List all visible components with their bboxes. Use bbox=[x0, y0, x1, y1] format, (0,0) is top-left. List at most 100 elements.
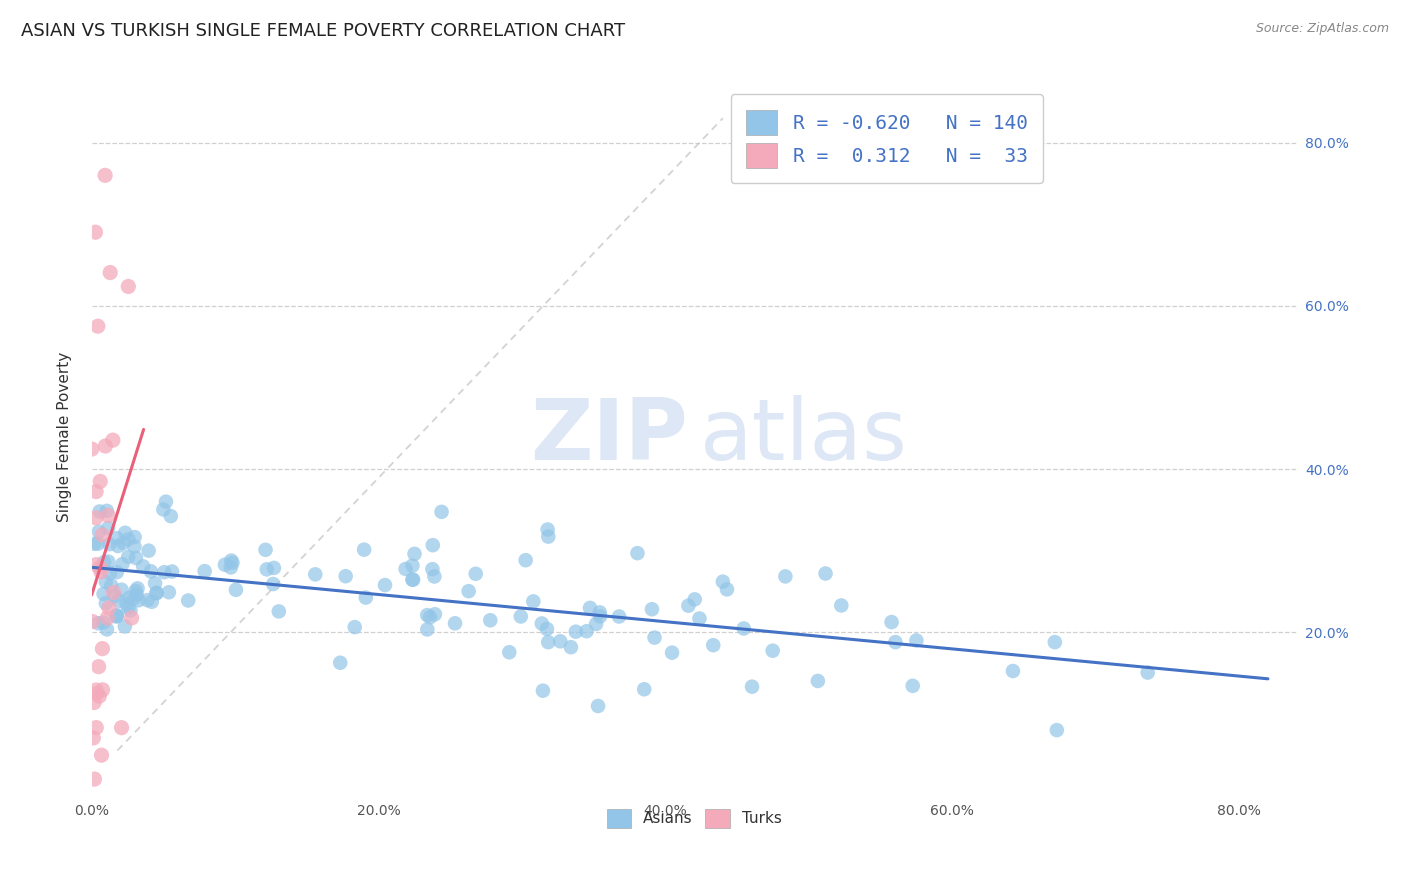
Point bbox=[128, 593, 150, 607]
Point bbox=[160, 565, 183, 579]
Point bbox=[124, 530, 146, 544]
Point bbox=[94, 574, 117, 589]
Point bbox=[110, 582, 132, 597]
Text: Source: ZipAtlas.com: Source: ZipAtlas.com bbox=[1256, 22, 1389, 36]
Point bbox=[422, 562, 444, 576]
Point bbox=[97, 555, 120, 569]
Point bbox=[374, 578, 396, 592]
Point bbox=[87, 319, 110, 334]
Point bbox=[536, 622, 558, 636]
Point bbox=[121, 611, 143, 625]
Point bbox=[89, 475, 111, 489]
Point bbox=[901, 679, 924, 693]
Point bbox=[548, 634, 571, 648]
Point bbox=[107, 539, 129, 553]
Point bbox=[537, 530, 560, 544]
Point bbox=[89, 560, 111, 574]
Point bbox=[86, 687, 108, 701]
Point bbox=[155, 494, 177, 508]
Point bbox=[132, 559, 155, 574]
Point bbox=[1043, 635, 1066, 649]
Point bbox=[530, 616, 553, 631]
Point bbox=[101, 433, 124, 447]
Point bbox=[644, 631, 666, 645]
Point bbox=[122, 591, 145, 606]
Point bbox=[702, 638, 724, 652]
Point bbox=[98, 266, 121, 280]
Point bbox=[152, 502, 174, 516]
Point bbox=[575, 624, 598, 639]
Point bbox=[880, 615, 903, 629]
Text: atlas: atlas bbox=[700, 395, 908, 478]
Point bbox=[177, 593, 200, 607]
Point bbox=[84, 510, 107, 524]
Point bbox=[335, 569, 357, 583]
Point bbox=[118, 591, 141, 605]
Point bbox=[105, 609, 128, 624]
Point bbox=[515, 553, 537, 567]
Point bbox=[402, 573, 425, 587]
Point bbox=[762, 644, 785, 658]
Point bbox=[91, 641, 114, 656]
Point bbox=[139, 565, 162, 579]
Point bbox=[1046, 723, 1069, 738]
Point bbox=[256, 562, 278, 576]
Point bbox=[807, 673, 830, 688]
Point bbox=[105, 531, 128, 545]
Point bbox=[108, 594, 131, 608]
Point bbox=[83, 772, 105, 786]
Point bbox=[84, 558, 107, 572]
Point bbox=[94, 596, 117, 610]
Point bbox=[97, 508, 120, 523]
Point bbox=[353, 542, 375, 557]
Point bbox=[96, 623, 118, 637]
Point bbox=[153, 565, 176, 579]
Point bbox=[830, 599, 852, 613]
Point bbox=[84, 484, 107, 499]
Point bbox=[509, 609, 531, 624]
Point bbox=[84, 225, 107, 239]
Point bbox=[145, 586, 167, 600]
Point bbox=[741, 680, 763, 694]
Point bbox=[219, 553, 242, 567]
Point bbox=[125, 551, 148, 566]
Point bbox=[82, 615, 104, 629]
Point bbox=[96, 504, 118, 518]
Point bbox=[124, 583, 146, 598]
Point bbox=[105, 565, 128, 579]
Point bbox=[111, 557, 134, 571]
Point bbox=[262, 577, 284, 591]
Point bbox=[141, 595, 163, 609]
Point bbox=[394, 562, 416, 576]
Legend: Asians, Turks: Asians, Turks bbox=[600, 803, 787, 834]
Point bbox=[115, 597, 138, 611]
Point bbox=[87, 659, 110, 673]
Point bbox=[401, 558, 423, 573]
Point bbox=[219, 560, 242, 574]
Point bbox=[120, 603, 142, 617]
Point bbox=[531, 683, 554, 698]
Point bbox=[688, 611, 710, 625]
Point bbox=[94, 439, 117, 453]
Point bbox=[112, 536, 135, 550]
Point bbox=[579, 600, 602, 615]
Point bbox=[1136, 665, 1159, 680]
Point bbox=[585, 616, 607, 631]
Point bbox=[90, 748, 112, 763]
Point bbox=[96, 611, 118, 625]
Point bbox=[83, 537, 105, 551]
Point bbox=[565, 624, 588, 639]
Point bbox=[457, 584, 479, 599]
Point bbox=[80, 442, 103, 456]
Point bbox=[110, 721, 132, 735]
Point bbox=[354, 591, 377, 605]
Point bbox=[82, 731, 104, 745]
Point bbox=[138, 543, 160, 558]
Point bbox=[814, 566, 837, 581]
Point bbox=[136, 593, 159, 607]
Point bbox=[91, 615, 114, 630]
Point bbox=[416, 608, 439, 623]
Point bbox=[401, 573, 423, 587]
Point bbox=[89, 689, 111, 703]
Point bbox=[905, 633, 928, 648]
